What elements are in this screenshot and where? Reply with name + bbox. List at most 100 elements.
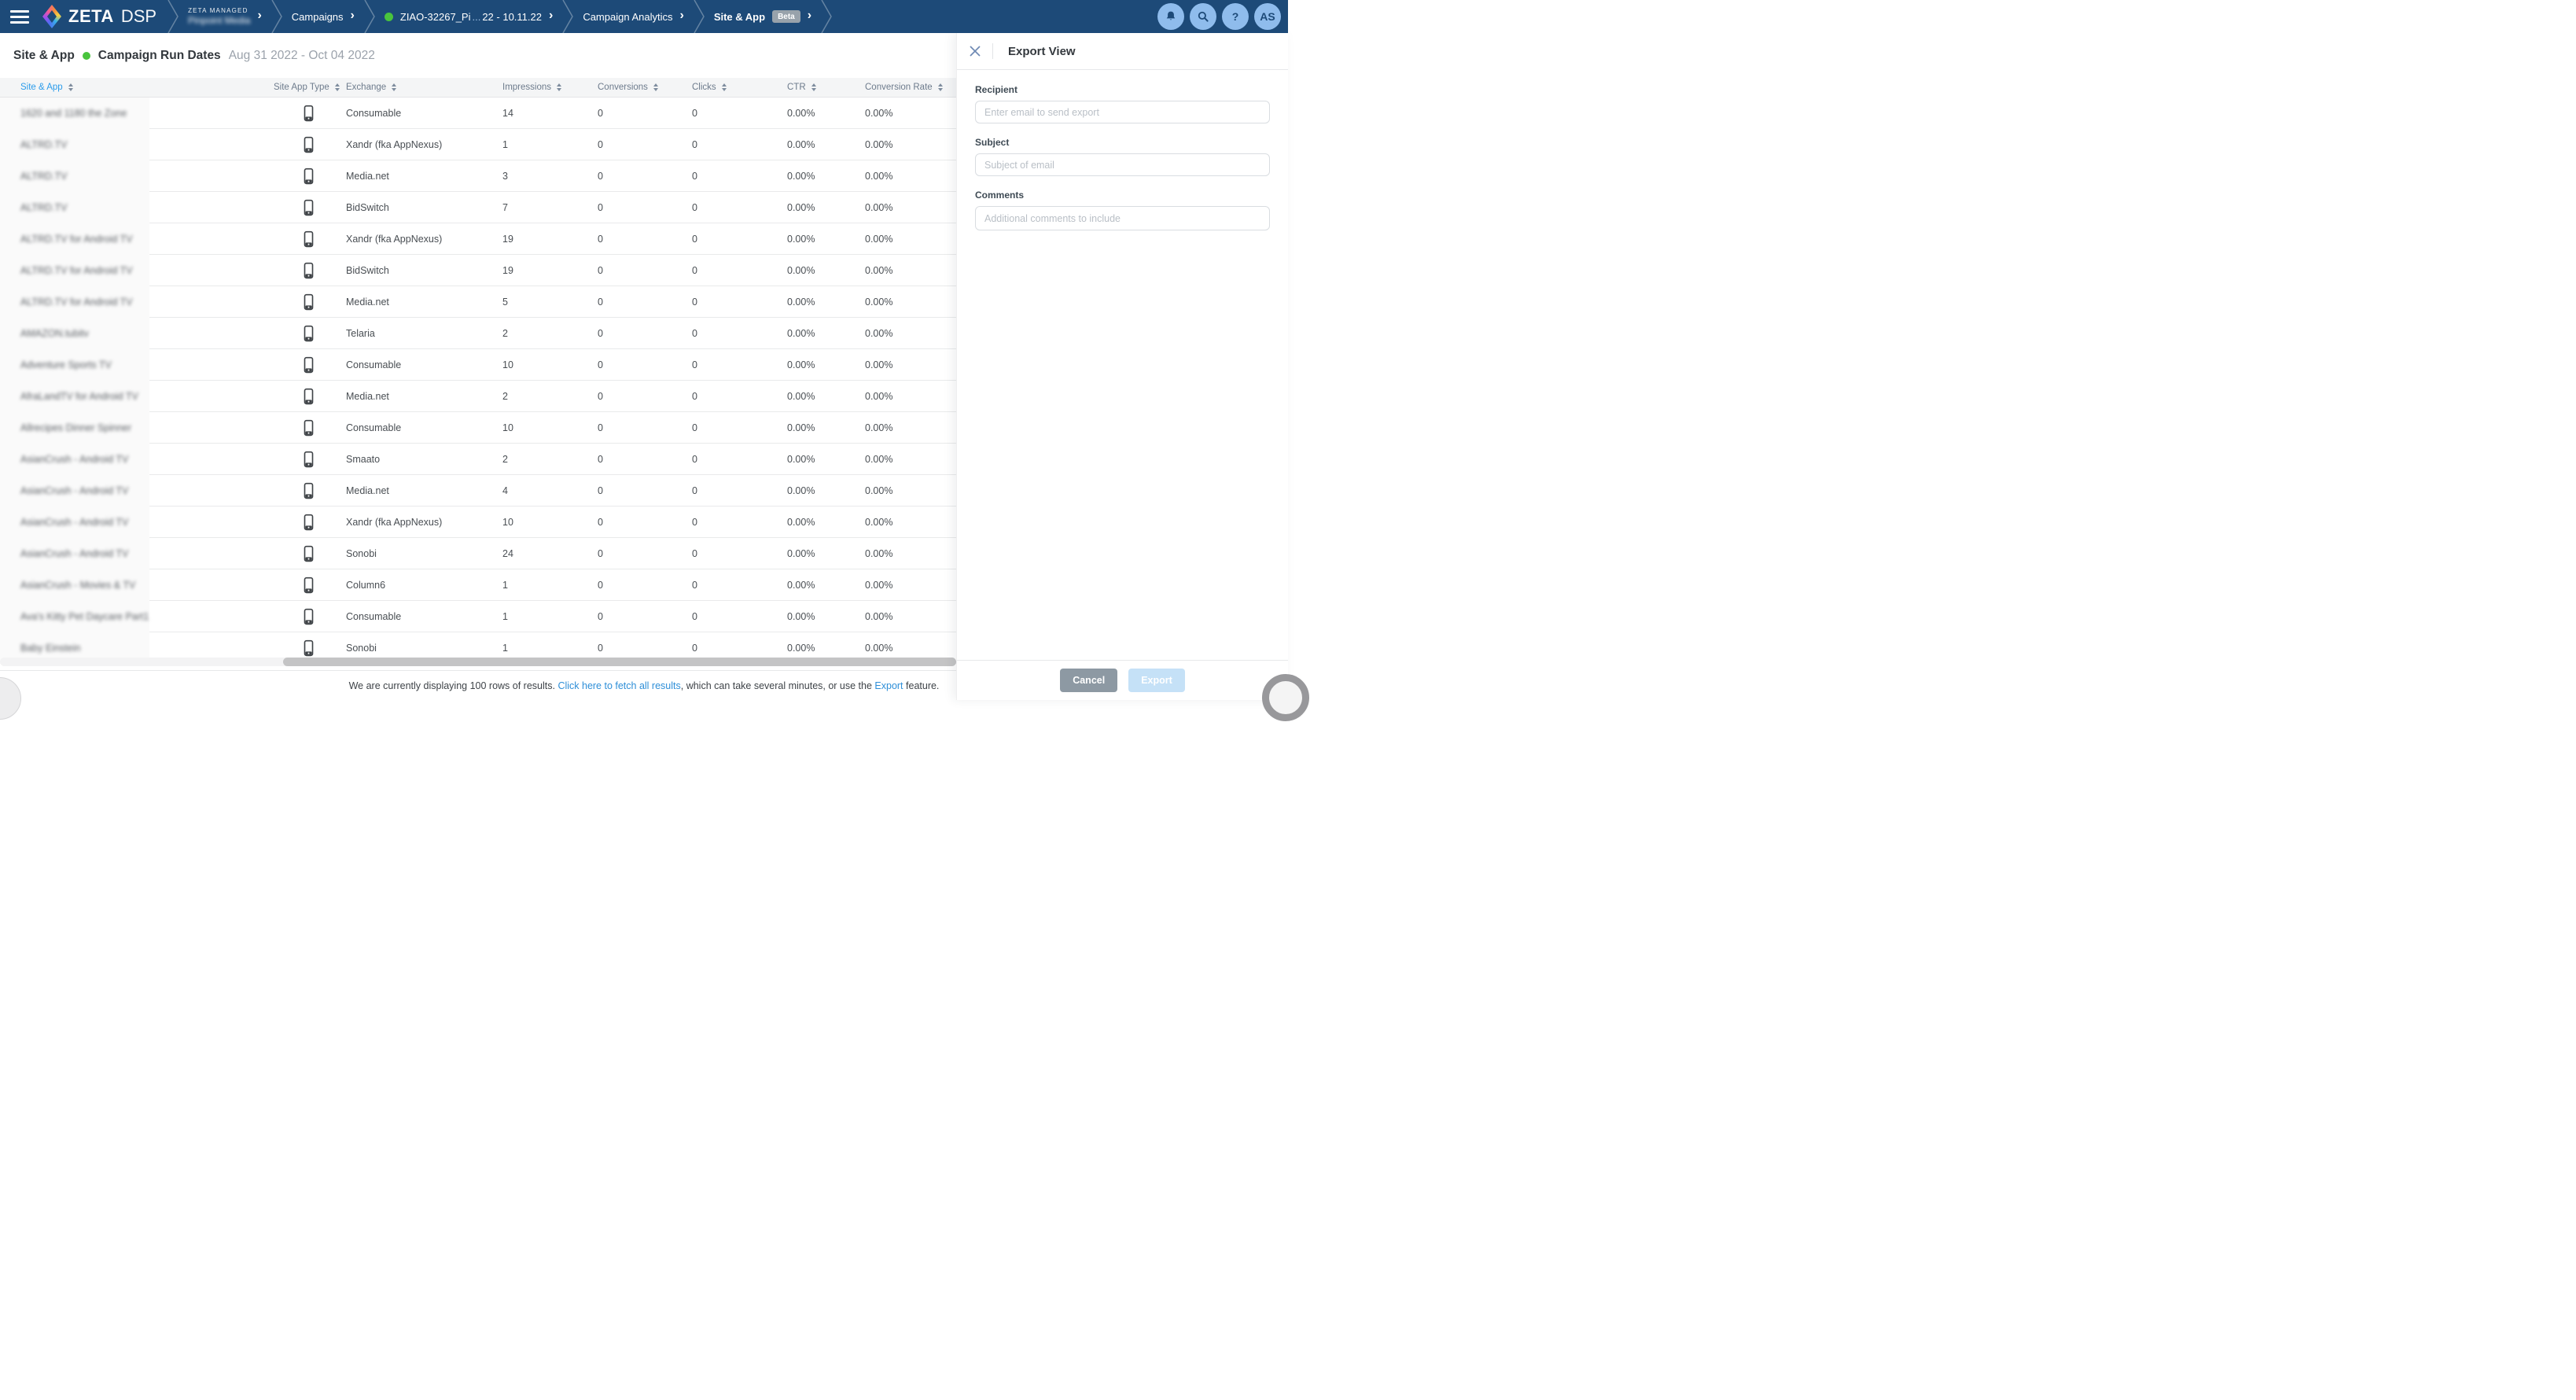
conversions-cell: 0: [598, 391, 692, 402]
mobile-phone-icon: [303, 639, 315, 657]
sort-icon: [392, 83, 396, 91]
breadcrumb-campaign-analytics[interactable]: Campaign Analytics ›: [573, 0, 694, 33]
ctr-cell: 0.00%: [787, 139, 865, 150]
cancel-button[interactable]: Cancel: [1060, 669, 1117, 692]
recipient-label: Recipient: [975, 84, 1270, 95]
conversions-cell: 0: [598, 202, 692, 213]
ctr-cell: 0.00%: [787, 265, 865, 276]
impressions-cell: 4: [502, 485, 598, 496]
conversion-rate-cell: 0.00%: [865, 139, 956, 150]
avatar[interactable]: AS: [1254, 3, 1281, 30]
close-icon[interactable]: [969, 45, 981, 57]
impressions-cell: 7: [502, 202, 598, 213]
sort-icon: [557, 83, 561, 91]
breadcrumb-campaigns[interactable]: Campaigns ›: [282, 0, 364, 33]
site-name-cell: ALTRD.TV for Android TV: [0, 255, 149, 286]
recipient-input[interactable]: [975, 101, 1270, 123]
clicks-cell: 0: [692, 171, 787, 182]
mobile-phone-icon: [303, 545, 315, 562]
site-app-type-cell: [274, 262, 346, 279]
exchange-cell: Consumable: [346, 359, 502, 370]
site-name-blurred: AsianCrush - Android TV: [20, 548, 128, 559]
site-app-type-cell: [274, 577, 346, 594]
search-icon[interactable]: [1190, 3, 1216, 30]
subject-input[interactable]: [975, 153, 1270, 176]
ctr-cell: 0.00%: [787, 517, 865, 528]
column-header-impressions[interactable]: Impressions: [502, 83, 598, 92]
top-navbar: ZETA DSP ZETA MANAGED Pinpoint Media › C…: [0, 0, 1288, 33]
brand-name: ZETA: [68, 6, 114, 27]
site-app-type-cell: [274, 293, 346, 311]
footer-text: , which can take several minutes, or use…: [681, 680, 875, 691]
column-header-clicks[interactable]: Clicks: [692, 83, 787, 92]
mobile-phone-icon: [303, 325, 315, 342]
site-name-cell: Ava's Kitty Pet Daycare Part1: [0, 601, 149, 632]
column-header-exchange[interactable]: Exchange: [346, 83, 502, 92]
notifications-bell-icon[interactable]: [1157, 3, 1184, 30]
mobile-phone-icon: [303, 168, 315, 185]
conversions-cell: 0: [598, 454, 692, 465]
conversions-cell: 0: [598, 643, 692, 654]
breadcrumb-campaign[interactable]: ZIAO-32267_Pi...22 - 10.11.22 ›: [375, 0, 562, 33]
export-panel-footer: Cancel Export: [957, 660, 1288, 700]
conversions-cell: 0: [598, 422, 692, 433]
brand-product: DSP: [121, 6, 156, 27]
clicks-cell: 0: [692, 391, 787, 402]
chevron-right-icon: ›: [549, 9, 553, 24]
comments-input[interactable]: [975, 206, 1270, 230]
site-name-blurred: ALTRD.TV: [20, 171, 68, 182]
conversion-rate-cell: 0.00%: [865, 422, 956, 433]
conversions-cell: 0: [598, 485, 692, 496]
chat-bubble-partial[interactable]: [1262, 674, 1309, 721]
conversion-rate-cell: 0.00%: [865, 580, 956, 591]
zeta-dsp-logo[interactable]: ZETA DSP: [36, 0, 167, 33]
help-icon[interactable]: ?: [1222, 3, 1249, 30]
page-title: Site & App: [13, 49, 75, 63]
column-header-ctr[interactable]: CTR: [787, 83, 865, 92]
conversions-cell: 0: [598, 548, 692, 559]
fetch-all-results-link[interactable]: Click here to fetch all results: [558, 680, 680, 691]
horizontal-scrollbar-thumb[interactable]: [283, 658, 956, 666]
impressions-cell: 19: [502, 234, 598, 245]
site-app-type-cell: [274, 482, 346, 499]
exchange-cell: Sonobi: [346, 548, 502, 559]
site-name-cell: AsianCrush - Android TV: [0, 538, 149, 569]
column-header-site-app[interactable]: Site & App: [0, 83, 149, 92]
mobile-phone-icon: [303, 230, 315, 248]
ctr-cell: 0.00%: [787, 485, 865, 496]
breadcrumb-site-and-app[interactable]: Site & App Beta ›: [705, 0, 821, 33]
impressions-cell: 2: [502, 454, 598, 465]
breadcrumb-account[interactable]: ZETA MANAGED Pinpoint Media ›: [178, 0, 271, 33]
footer-text: We are currently displaying 100 rows of …: [349, 680, 558, 691]
impressions-cell: 1: [502, 139, 598, 150]
site-app-type-cell: [274, 545, 346, 562]
export-button[interactable]: Export: [1128, 669, 1185, 692]
column-header-site-app-type[interactable]: Site App Type: [274, 83, 346, 92]
conversion-rate-cell: 0.00%: [865, 548, 956, 559]
impressions-cell: 14: [502, 108, 598, 119]
conversions-cell: 0: [598, 580, 692, 591]
clicks-cell: 0: [692, 359, 787, 370]
clicks-cell: 0: [692, 265, 787, 276]
hamburger-menu-icon[interactable]: [0, 0, 36, 33]
breadcrumb-campaign-label: ZIAO-32267_Pi...22 - 10.11.22: [400, 11, 542, 23]
column-header-conversion-rate[interactable]: Conversion Rate: [865, 83, 956, 92]
conversions-cell: 0: [598, 265, 692, 276]
clicks-cell: 0: [692, 139, 787, 150]
column-header-conversions[interactable]: Conversions: [598, 83, 692, 92]
breadcrumb-separator: [821, 0, 832, 33]
export-link[interactable]: Export: [874, 680, 903, 691]
exchange-cell: Smaato: [346, 454, 502, 465]
breadcrumb-separator: [167, 0, 178, 33]
conversion-rate-cell: 0.00%: [865, 108, 956, 119]
navbar-actions: ? AS: [1157, 0, 1288, 33]
impressions-cell: 19: [502, 265, 598, 276]
site-name-cell: AsianCrush - Android TV: [0, 444, 149, 475]
exchange-cell: Xandr (fka AppNexus): [346, 139, 502, 150]
conversion-rate-cell: 0.00%: [865, 485, 956, 496]
conversion-rate-cell: 0.00%: [865, 454, 956, 465]
subject-label: Subject: [975, 137, 1270, 148]
conversion-rate-cell: 0.00%: [865, 202, 956, 213]
site-name-blurred: Baby Einstein: [20, 643, 80, 654]
impressions-cell: 5: [502, 297, 598, 308]
